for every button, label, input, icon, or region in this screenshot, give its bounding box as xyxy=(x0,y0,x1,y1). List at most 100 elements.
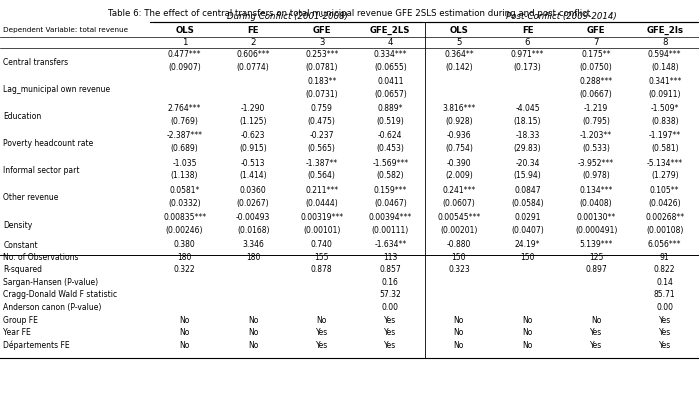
Text: 0.253***: 0.253*** xyxy=(305,50,338,59)
Text: GFE: GFE xyxy=(312,26,331,35)
Text: (0.915): (0.915) xyxy=(239,144,267,153)
Text: No: No xyxy=(248,316,259,325)
Text: During Conflict (2001-2008): During Conflict (2001-2008) xyxy=(227,13,348,21)
Text: 0.00: 0.00 xyxy=(382,303,399,312)
Text: Central transfers: Central transfers xyxy=(3,58,69,67)
Text: 0.00: 0.00 xyxy=(656,303,673,312)
Text: 0.00130**: 0.00130** xyxy=(577,213,616,222)
Text: 0.14: 0.14 xyxy=(656,278,673,287)
Text: -0.00493: -0.00493 xyxy=(236,213,271,222)
Text: (0.00111): (0.00111) xyxy=(372,226,409,235)
Text: Yes: Yes xyxy=(384,328,396,337)
Text: (0.519): (0.519) xyxy=(377,117,404,126)
Text: 0.334***: 0.334*** xyxy=(373,50,407,59)
Text: No: No xyxy=(454,316,464,325)
Text: 0.16: 0.16 xyxy=(382,278,399,287)
Text: 57.32: 57.32 xyxy=(380,290,401,299)
Text: (0.0911): (0.0911) xyxy=(649,90,681,99)
Text: (0.0584): (0.0584) xyxy=(511,199,544,208)
Text: Group FE: Group FE xyxy=(3,316,38,325)
Text: GFE: GFE xyxy=(587,26,605,35)
Text: No: No xyxy=(522,316,533,325)
Text: No: No xyxy=(248,328,259,337)
Text: (0.0655): (0.0655) xyxy=(374,63,407,72)
Text: No: No xyxy=(454,341,464,350)
Text: -1.509*: -1.509* xyxy=(651,104,679,113)
Text: -20.34: -20.34 xyxy=(515,159,540,167)
Text: 85.71: 85.71 xyxy=(654,290,675,299)
Text: Yes: Yes xyxy=(316,341,328,350)
Text: (0.0444): (0.0444) xyxy=(305,199,338,208)
Text: No: No xyxy=(522,341,533,350)
Text: 5.139***: 5.139*** xyxy=(579,240,613,249)
Text: 113: 113 xyxy=(383,253,398,262)
Text: 0.322: 0.322 xyxy=(174,265,196,274)
Text: (0.0426): (0.0426) xyxy=(649,199,681,208)
Text: Yes: Yes xyxy=(384,341,396,350)
Text: Yes: Yes xyxy=(658,341,671,350)
Text: (0.453): (0.453) xyxy=(376,144,404,153)
Text: (0.533): (0.533) xyxy=(582,144,610,153)
Text: 0.00394***: 0.00394*** xyxy=(369,213,412,222)
Text: 0.380: 0.380 xyxy=(174,240,196,249)
Text: 0.241***: 0.241*** xyxy=(442,186,475,195)
Text: FE: FE xyxy=(247,26,259,35)
Text: Lag_municipal own revenue: Lag_municipal own revenue xyxy=(3,85,110,94)
Text: 6.056***: 6.056*** xyxy=(648,240,682,249)
Text: 2: 2 xyxy=(250,38,256,46)
Text: 6: 6 xyxy=(525,38,531,46)
Text: (0.00246): (0.00246) xyxy=(166,226,203,235)
Text: Informal sector part: Informal sector part xyxy=(3,166,80,175)
Text: (0.978): (0.978) xyxy=(582,171,610,180)
Text: No: No xyxy=(180,316,189,325)
Text: Départements FE: Départements FE xyxy=(3,340,70,350)
Text: No: No xyxy=(248,341,259,350)
Text: -2.387***: -2.387*** xyxy=(166,132,203,140)
Text: Cragg-Donald Wald F statistic: Cragg-Donald Wald F statistic xyxy=(3,290,117,299)
Text: 0.105**: 0.105** xyxy=(650,186,679,195)
Text: (0.00201): (0.00201) xyxy=(440,226,477,235)
Text: GFE_2LS: GFE_2LS xyxy=(370,26,410,35)
Text: (0.0168): (0.0168) xyxy=(237,226,269,235)
Text: OLS: OLS xyxy=(449,26,468,35)
Text: 0.00319***: 0.00319*** xyxy=(300,213,343,222)
Text: -1.203**: -1.203** xyxy=(580,132,612,140)
Text: Yes: Yes xyxy=(658,316,671,325)
Text: (0.769): (0.769) xyxy=(171,117,199,126)
Text: 8: 8 xyxy=(662,38,668,46)
Text: Poverty headcount rate: Poverty headcount rate xyxy=(3,139,94,148)
Text: (0.754): (0.754) xyxy=(445,144,473,153)
Text: Other revenue: Other revenue xyxy=(3,193,59,203)
Text: Dependent Variable: total revenue: Dependent Variable: total revenue xyxy=(3,27,129,33)
Text: (15.94): (15.94) xyxy=(514,171,542,180)
Text: No: No xyxy=(522,328,533,337)
Text: 3: 3 xyxy=(319,38,324,46)
Text: (0.0332): (0.0332) xyxy=(168,199,201,208)
Text: 0.00545***: 0.00545*** xyxy=(438,213,480,222)
Text: (0.0781): (0.0781) xyxy=(305,63,338,72)
Text: 5: 5 xyxy=(456,38,461,46)
Text: Education: Education xyxy=(3,112,42,121)
Text: -5.134***: -5.134*** xyxy=(647,159,683,167)
Text: (0.00101): (0.00101) xyxy=(303,226,340,235)
Text: 155: 155 xyxy=(315,253,329,262)
Text: 0.364**: 0.364** xyxy=(444,50,474,59)
Text: 0.878: 0.878 xyxy=(311,265,333,274)
Text: Yes: Yes xyxy=(590,328,603,337)
Text: (0.0467): (0.0467) xyxy=(374,199,407,208)
Text: 0.822: 0.822 xyxy=(654,265,675,274)
Text: 4: 4 xyxy=(388,38,393,46)
Text: 0.759: 0.759 xyxy=(311,104,333,113)
Text: (18.15): (18.15) xyxy=(514,117,541,126)
Text: (0.0667): (0.0667) xyxy=(579,90,612,99)
Text: (0.00108): (0.00108) xyxy=(646,226,684,235)
Text: 0.175**: 0.175** xyxy=(582,50,611,59)
Text: (0.582): (0.582) xyxy=(377,171,404,180)
Text: (0.689): (0.689) xyxy=(171,144,199,153)
Text: Yes: Yes xyxy=(590,341,603,350)
Text: (0.0907): (0.0907) xyxy=(168,63,201,72)
Text: Sargan-Hansen (P-value): Sargan-Hansen (P-value) xyxy=(3,278,99,287)
Text: 0.0360: 0.0360 xyxy=(240,186,266,195)
Text: (0.173): (0.173) xyxy=(514,63,542,72)
Text: (0.0731): (0.0731) xyxy=(305,90,338,99)
